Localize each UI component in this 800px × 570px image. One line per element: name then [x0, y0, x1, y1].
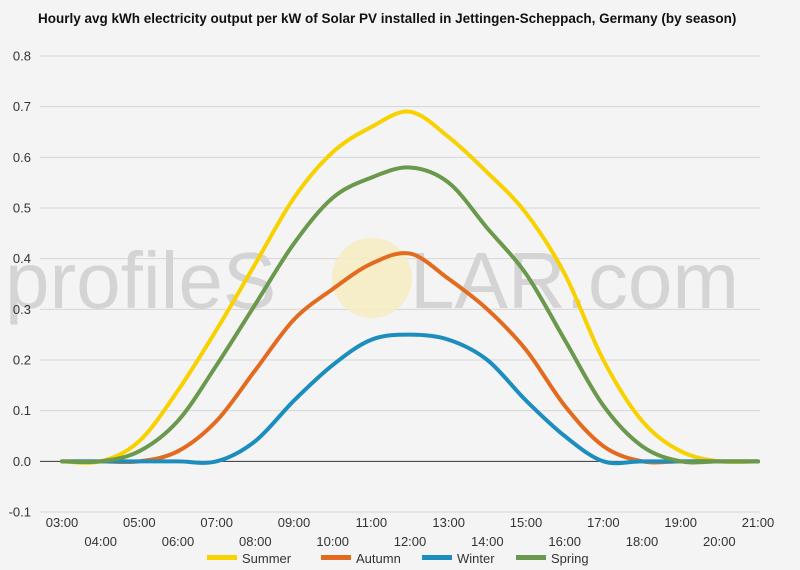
- x-tick-label: 13:00: [432, 515, 465, 530]
- series-line-summer: [60, 109, 760, 465]
- legend-label-summer: Summer: [242, 551, 292, 566]
- series-line-spring: [60, 165, 760, 465]
- x-tick-label: 09:00: [278, 515, 311, 530]
- x-tick-label: 14:00: [471, 534, 504, 549]
- x-tick-label: 15:00: [510, 515, 543, 530]
- x-tick-label: 12:00: [394, 534, 427, 549]
- x-tick-label: 06:00: [162, 534, 195, 549]
- series-lines: [60, 109, 760, 466]
- legend-label-winter: Winter: [457, 551, 495, 566]
- legend-label-autumn: Autumn: [356, 551, 401, 566]
- chart-title: Hourly avg kWh electricity output per kW…: [38, 11, 737, 26]
- x-tick-label: 17:00: [587, 515, 620, 530]
- x-tick-label: 07:00: [200, 515, 233, 530]
- watermark-text-right: LAR.com: [410, 236, 739, 325]
- y-tick-label: 0.0: [13, 454, 31, 469]
- watermark-text-left: profileS: [5, 236, 276, 325]
- x-tick-label: 19:00: [664, 515, 697, 530]
- legend: Summer Autumn Winter Spring: [207, 551, 589, 566]
- x-tick-label: 05:00: [123, 515, 156, 530]
- y-tick-label: 0.5: [13, 201, 31, 216]
- watermark: profileS LAR.com: [5, 236, 739, 325]
- legend-swatch-spring: [516, 555, 546, 560]
- x-tick-label: 18:00: [626, 534, 659, 549]
- y-tick-label: 0.8: [13, 49, 31, 64]
- y-tick-label: -0.1: [9, 505, 31, 520]
- x-tick-label: 10:00: [316, 534, 349, 549]
- y-axis-ticks: -0.1 0.0 0.1 0.2 0.3 0.4 0.5 0.6 0.7 0.8: [9, 49, 31, 520]
- x-tick-label: 21:00: [742, 515, 775, 530]
- y-tick-label: 0.7: [13, 99, 31, 114]
- legend-label-spring: Spring: [551, 551, 589, 566]
- legend-swatch-winter: [422, 555, 452, 560]
- legend-swatch-summer: [207, 555, 237, 560]
- x-axis-ticks: 03:00 04:00 05:00 06:00 07:00 08:00 09:00 10:00…: [46, 515, 775, 549]
- x-tick-label: 04:00: [84, 534, 117, 549]
- legend-swatch-autumn: [321, 555, 351, 560]
- x-tick-label: 11:00: [356, 515, 388, 530]
- watermark-sun-icon: [332, 238, 412, 318]
- y-tick-label: 0.6: [13, 150, 31, 165]
- grid-lines: [40, 55, 760, 513]
- series-line-winter: [60, 332, 760, 466]
- x-tick-label: 20:00: [703, 534, 736, 549]
- y-tick-label: 0.1: [13, 403, 31, 418]
- x-tick-label: 03:00: [46, 515, 79, 530]
- y-tick-label: 0.2: [13, 353, 31, 368]
- y-tick-label: 0.4: [13, 251, 31, 266]
- x-tick-label: 16:00: [548, 534, 581, 549]
- y-tick-label: 0.3: [13, 302, 31, 317]
- x-tick-label: 08:00: [239, 534, 272, 549]
